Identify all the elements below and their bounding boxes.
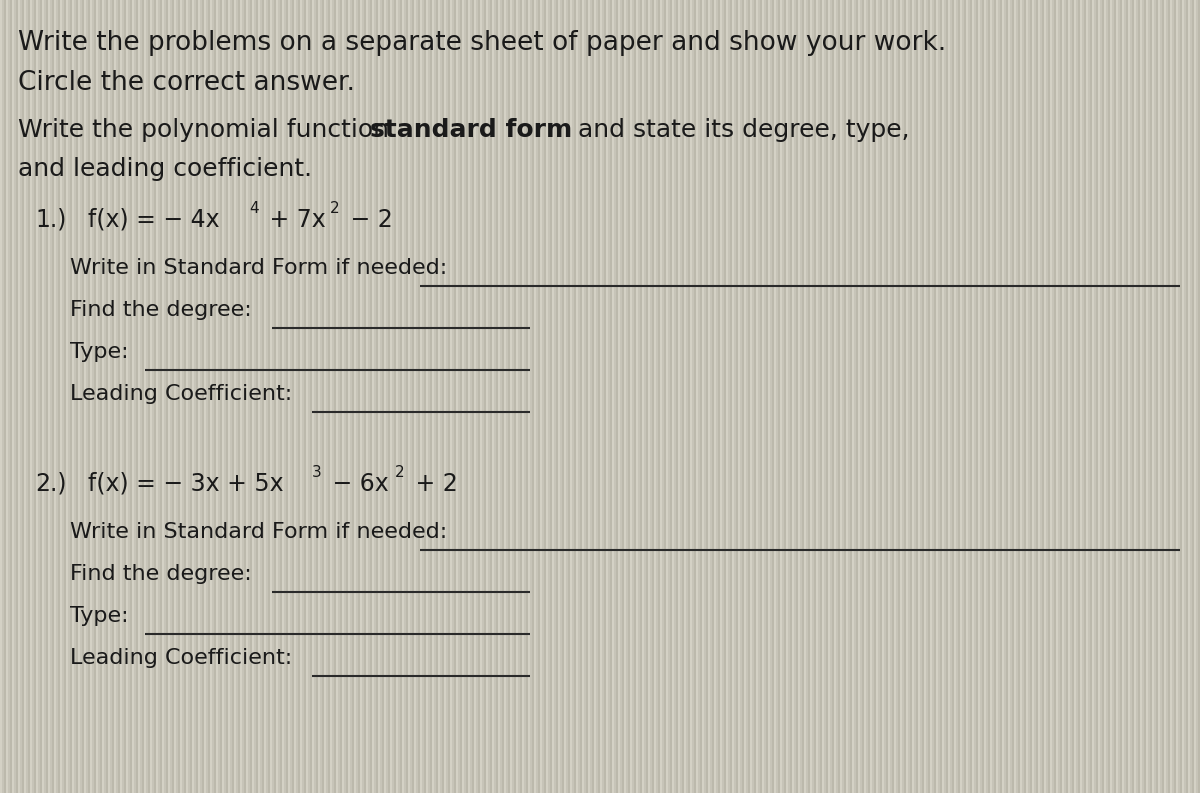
Text: and leading coefficient.: and leading coefficient. — [18, 157, 312, 181]
Text: Write in Standard Form if needed:: Write in Standard Form if needed: — [70, 522, 448, 542]
Text: − 6x: − 6x — [325, 472, 389, 496]
Text: and state its degree, type,: and state its degree, type, — [570, 118, 910, 142]
Text: Leading Coefficient:: Leading Coefficient: — [70, 648, 293, 668]
Text: Write the problems on a separate sheet of paper and show your work.: Write the problems on a separate sheet o… — [18, 30, 947, 56]
Text: f(x) = − 4x: f(x) = − 4x — [88, 208, 220, 232]
Text: Leading Coefficient:: Leading Coefficient: — [70, 384, 293, 404]
Text: standard form: standard form — [370, 118, 572, 142]
Text: Write in Standard Form if needed:: Write in Standard Form if needed: — [70, 258, 448, 278]
Text: 1.): 1.) — [35, 208, 66, 232]
Text: Type:: Type: — [70, 606, 128, 626]
Text: Find the degree:: Find the degree: — [70, 564, 252, 584]
Text: Find the degree:: Find the degree: — [70, 300, 252, 320]
Text: + 2: + 2 — [408, 472, 457, 496]
Text: 3: 3 — [312, 465, 322, 480]
Text: Write the polynomial function: Write the polynomial function — [18, 118, 397, 142]
Text: 4: 4 — [250, 201, 259, 216]
Text: 2.): 2.) — [35, 472, 66, 496]
Text: − 2: − 2 — [343, 208, 392, 232]
Text: Circle the correct answer.: Circle the correct answer. — [18, 70, 355, 96]
Text: 2: 2 — [330, 201, 340, 216]
Text: + 7x: + 7x — [262, 208, 325, 232]
Text: f(x) = − 3x + 5x: f(x) = − 3x + 5x — [88, 472, 283, 496]
Text: Type:: Type: — [70, 342, 128, 362]
Text: 2: 2 — [395, 465, 404, 480]
